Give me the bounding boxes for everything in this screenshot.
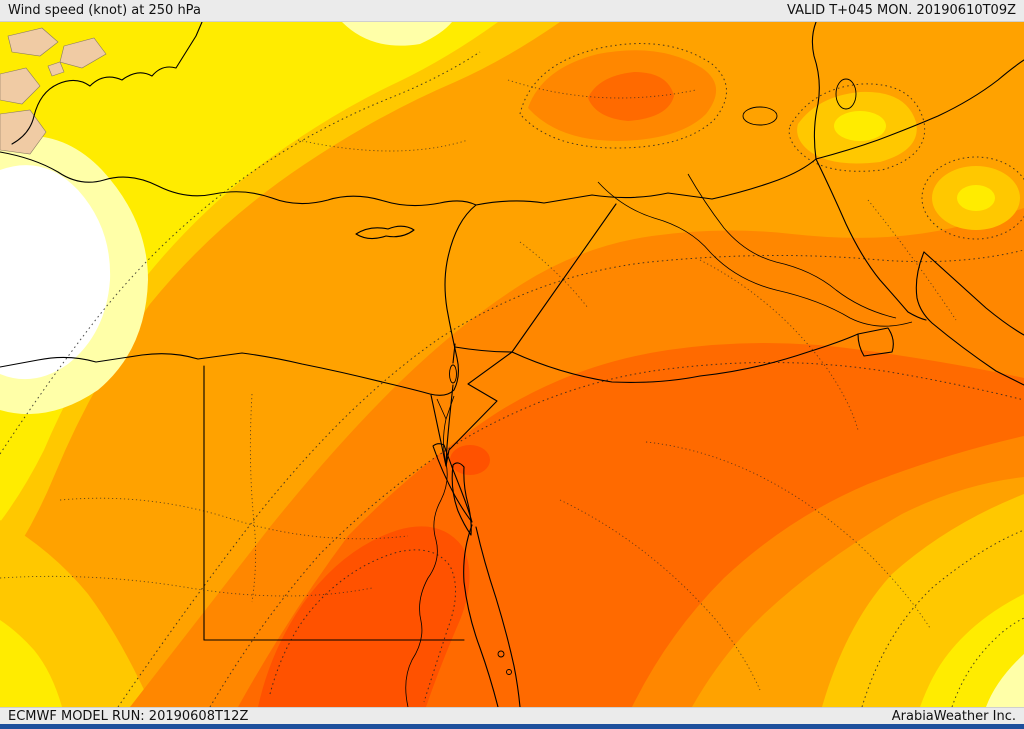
- kuwait-border: [857, 327, 894, 357]
- contour-fills: [0, 22, 1024, 707]
- dotted-contour: [861, 529, 1024, 707]
- contour-band-3-northeast-min-core: [834, 111, 886, 141]
- nile-river: [405, 418, 448, 707]
- admin-boundary: [699, 259, 859, 431]
- dotted-contour: [788, 83, 926, 172]
- cyprus-coastline: [355, 225, 415, 240]
- attribution-label: ArabiaWeather Inc.: [891, 708, 1016, 724]
- map-title: Wind speed (knot) at 250 hPa: [8, 3, 201, 18]
- iran-iraq-border: [815, 158, 927, 321]
- contour-band-8-max-red-sea: [258, 526, 470, 707]
- syria-iraq-border: [511, 203, 617, 353]
- aegean-island: [7, 27, 59, 57]
- valid-time-label: VALID T+045 MON. 20190610T09Z: [787, 3, 1016, 18]
- header-bar: Wind speed (knot) at 250 hPa VALID T+045…: [0, 0, 1024, 22]
- footer-bar: ECMWF MODEL RUN: 20190608T12Z ArabiaWeat…: [0, 707, 1024, 724]
- iraq-saudi-border: [511, 333, 859, 383]
- contour-band-1-white-minimum: [0, 165, 111, 380]
- mediterranean-coastline: [0, 151, 477, 396]
- contour-band-3-northwest: [0, 22, 498, 522]
- red-sea-west-coast: [463, 524, 499, 707]
- country-borders: [0, 22, 1024, 707]
- admin-boundaries-dotted: [0, 79, 957, 691]
- admin-boundary: [519, 241, 589, 309]
- aegean-island: [0, 109, 47, 155]
- dotted-contour: [519, 43, 727, 149]
- contour-band-3-southwest: [0, 620, 62, 707]
- red-sea-island: [497, 650, 505, 658]
- aegean-island: [47, 61, 65, 77]
- contour-band-8-max-dead-sea: [450, 445, 490, 475]
- dotted-contour: [0, 51, 481, 455]
- intermediate-contours-dotted: [0, 43, 1024, 707]
- admin-boundary: [249, 393, 257, 603]
- jordan-syria-border: [454, 346, 513, 353]
- dotted-contour: [951, 617, 1024, 707]
- dotted-contour: [209, 362, 1024, 707]
- contour-band-3-southeast: [920, 594, 1024, 707]
- nile-delta: [436, 395, 455, 420]
- egypt-israel-border: [430, 394, 447, 467]
- contour-band-2-top-patch: [342, 22, 452, 46]
- wind-speed-map: [0, 22, 1024, 707]
- lake-van: [742, 106, 778, 126]
- gulf-of-aqaba-coast: [451, 462, 472, 536]
- red-sea-island: [506, 669, 512, 675]
- aegean-island: [59, 37, 107, 69]
- dotted-contour-ring: [921, 156, 1024, 240]
- lake-urmia: [835, 78, 857, 110]
- model-run-label: ECMWF MODEL RUN: 20190608T12Z: [8, 708, 249, 724]
- turkey-syria-iraq-border: [475, 158, 817, 206]
- tigris-river: [687, 173, 897, 319]
- contour-band-2-southeast-corner: [986, 654, 1024, 707]
- dotted-contour: [269, 549, 457, 703]
- northeast-borders: [815, 59, 1024, 160]
- outside-domain-land: [0, 27, 107, 155]
- brand-color-strip: [0, 724, 1024, 729]
- dotted-contour: [117, 249, 1024, 707]
- aegean-coastline: [11, 22, 203, 145]
- contour-band-7-east-turkey-core: [588, 72, 674, 121]
- red-sea-east-coast: [475, 526, 521, 707]
- persian-gulf-south-coast: [915, 251, 1024, 386]
- persian-gulf-north-coast: [923, 251, 1024, 336]
- turkey-iran-border: [811, 22, 820, 160]
- euphrates-river: [597, 181, 913, 327]
- dead-sea: [449, 364, 457, 384]
- jordan-saudi-border: [445, 351, 513, 467]
- admin-boundary: [0, 575, 373, 597]
- contour-band-3-northeast-min-2-core: [957, 185, 995, 211]
- aegean-island: [0, 67, 41, 105]
